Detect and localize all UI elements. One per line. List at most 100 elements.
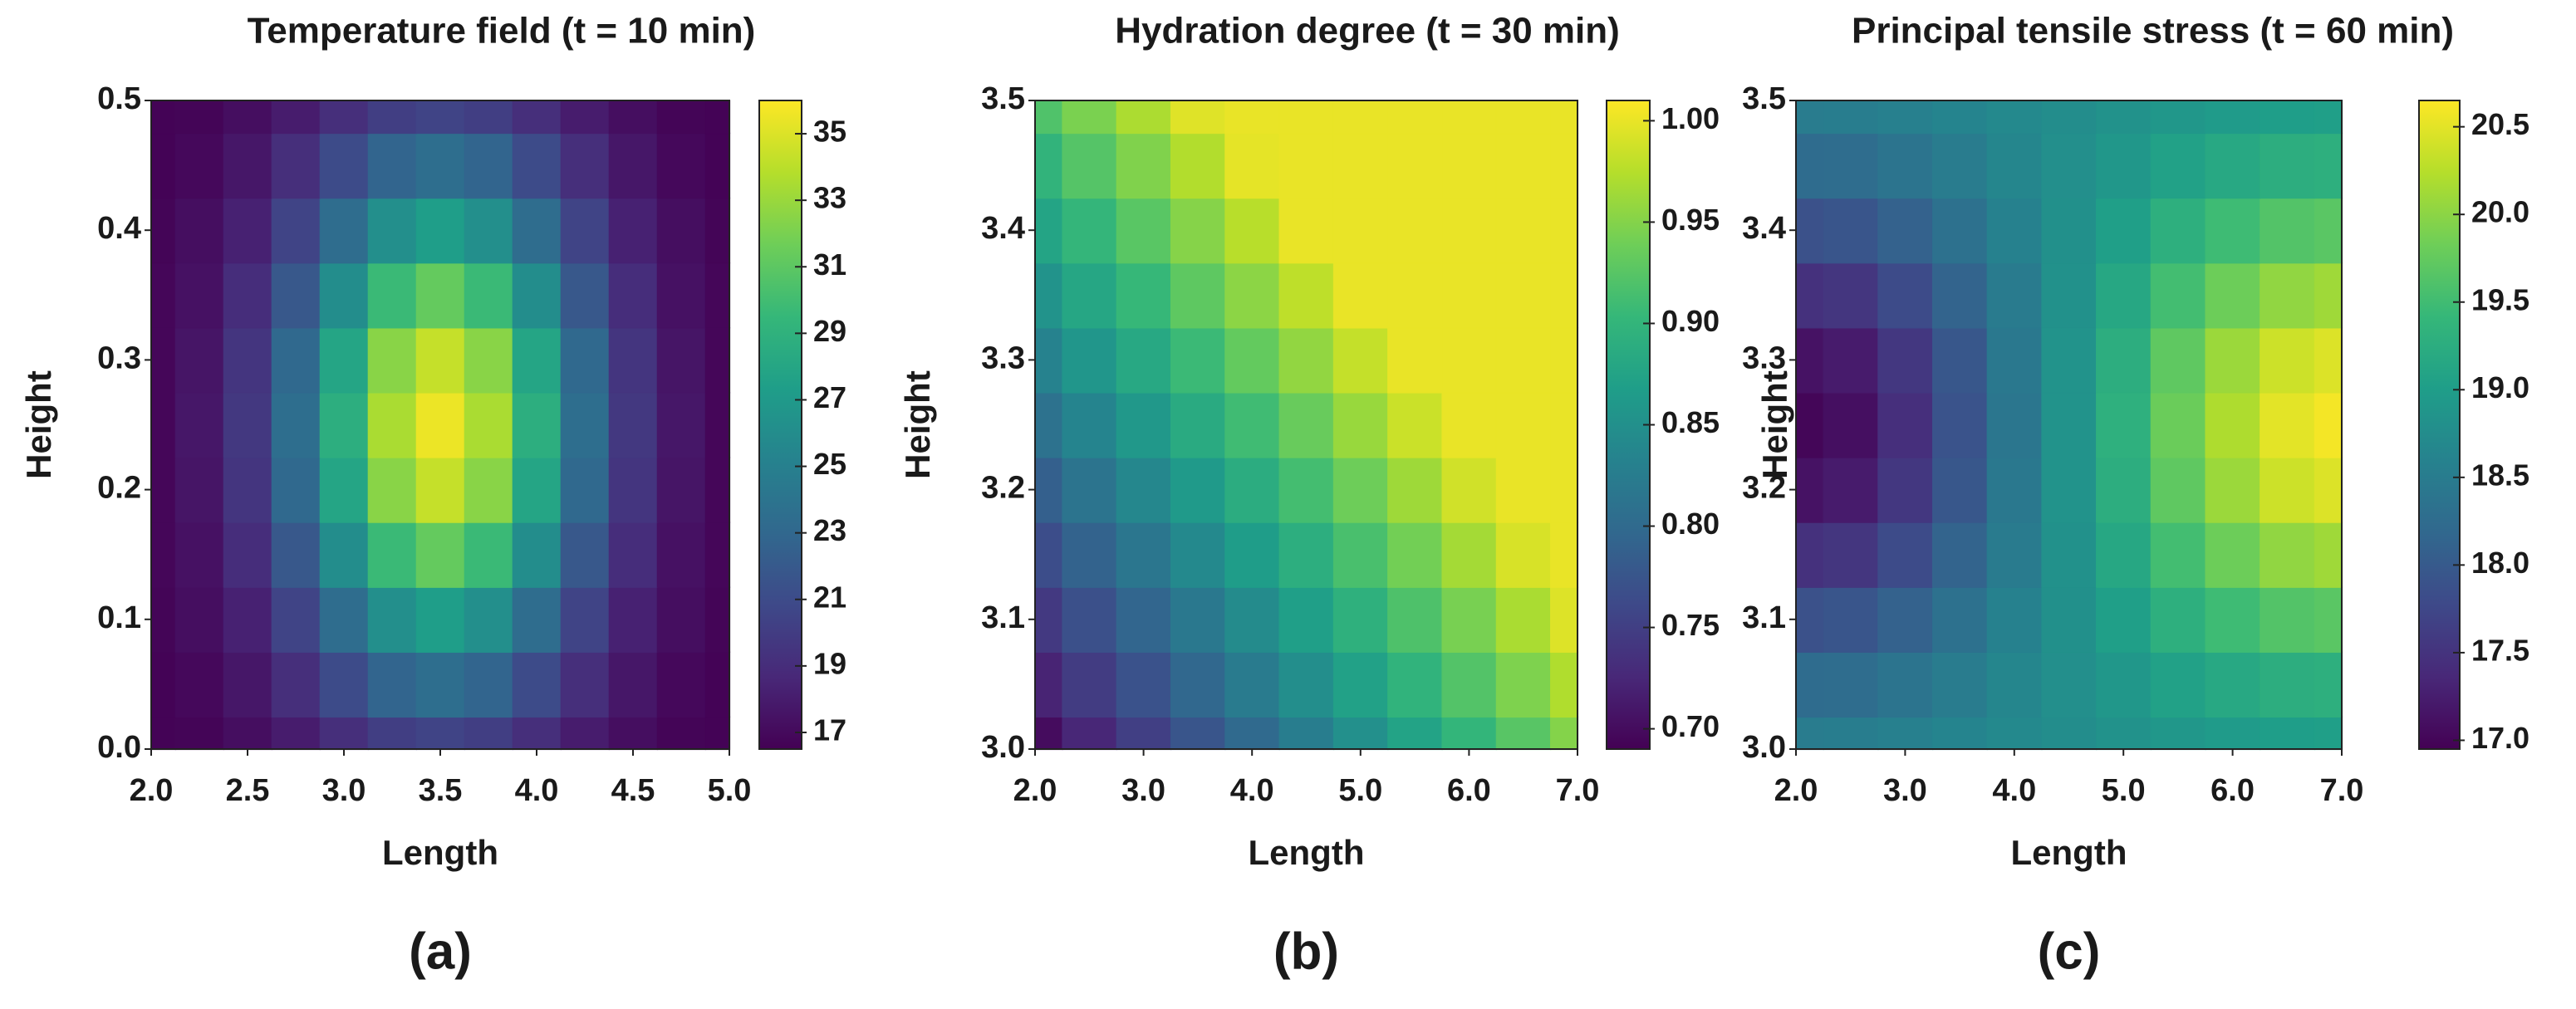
field-cell: [1387, 132, 1443, 199]
y-tick-label: 3.2: [981, 471, 1025, 506]
field-cell: [1116, 100, 1172, 135]
field-cell: [656, 716, 707, 751]
field-cell: [2096, 100, 2152, 135]
field-cell: [2150, 132, 2206, 199]
field-cell: [2041, 522, 2098, 588]
field-cell: [271, 457, 321, 523]
field-cell: [2096, 522, 2152, 588]
colorbar-tick-label: 31: [813, 247, 846, 282]
field-cell: [174, 197, 225, 264]
field-cell: [1823, 457, 1879, 523]
plot-frame: [1034, 100, 1578, 750]
field-cell: [367, 651, 418, 718]
field-cell: [1170, 522, 1226, 588]
field-cell: [1795, 716, 1824, 751]
field-cell: [1550, 651, 1579, 718]
field-cell: [1441, 392, 1498, 458]
field-cell: [1062, 716, 1118, 751]
field-cell: [512, 716, 562, 751]
field-cell: [1495, 132, 1552, 199]
field-cell: [1224, 651, 1280, 718]
field-cell: [415, 586, 466, 653]
field-cell: [1441, 132, 1498, 199]
field-cell: [2313, 262, 2343, 329]
x-axis-label: Length: [1249, 833, 1365, 872]
field-cell: [1795, 522, 1824, 588]
field-cell: [319, 132, 370, 199]
x-tick-label: 7.0: [2320, 773, 2364, 808]
field-cell: [2313, 457, 2343, 523]
field-cell: [1823, 586, 1879, 653]
field-cell: [2205, 457, 2261, 523]
field-cell: [367, 327, 418, 394]
field-cell: [271, 392, 321, 458]
field-cell: [1062, 522, 1118, 588]
field-cell: [150, 651, 177, 718]
x-tick-label: 2.0: [1774, 773, 1818, 808]
colorbar-tick-label: 19: [813, 646, 846, 680]
field-cell: [1387, 197, 1443, 264]
field-cell: [2150, 197, 2206, 264]
x-axis-label: Length: [382, 833, 498, 872]
field-cell: [1550, 100, 1579, 135]
field-cell: [1224, 262, 1280, 329]
field-cell: [2205, 392, 2261, 458]
field-cell: [367, 522, 418, 588]
y-tick-label: 3.0: [981, 730, 1025, 765]
field-cell: [1986, 327, 2043, 394]
field-cell: [1278, 457, 1335, 523]
field-cell: [1986, 262, 2043, 329]
field-cell: [1170, 586, 1226, 653]
field-cell: [608, 392, 659, 458]
field-cell: [2205, 586, 2261, 653]
field-cell: [2041, 586, 2098, 653]
x-tick-label: 2.0: [130, 773, 174, 808]
y-tick-label: 0.3: [97, 340, 141, 375]
field-cell: [271, 586, 321, 653]
field-cell: [1278, 262, 1335, 329]
field-cell: [1278, 586, 1335, 653]
field-cell: [1877, 522, 1934, 588]
field-cell: [2096, 197, 2152, 264]
field-cell: [1495, 522, 1552, 588]
field-cell: [2205, 262, 2261, 329]
field-cell: [1495, 586, 1552, 653]
field-cell: [1795, 651, 1824, 718]
field-cell: [2205, 197, 2261, 264]
field-cell: [319, 197, 370, 264]
field-cell: [2150, 327, 2206, 394]
field-cell: [656, 522, 707, 588]
field-cell: [1387, 392, 1443, 458]
field-cell: [2313, 392, 2343, 458]
field-cell: [1116, 197, 1172, 264]
x-tick-label: 7.0: [1556, 773, 1600, 808]
y-tick-label: 3.4: [981, 211, 1025, 246]
field-cell: [1332, 197, 1389, 264]
x-tick-label: 5.0: [2102, 773, 2146, 808]
field-cell: [271, 716, 321, 751]
field-cell: [223, 586, 273, 653]
field-cell: [1387, 100, 1443, 135]
field-cell: [1877, 586, 1934, 653]
y-tick-label: 0.0: [97, 730, 141, 765]
field-cell: [464, 716, 514, 751]
field-cell: [512, 586, 562, 653]
field-cell: [1224, 457, 1280, 523]
field-cell: [608, 457, 659, 523]
field-cell: [1116, 586, 1172, 653]
colorbar-tick-label: 17.0: [2471, 721, 2529, 755]
field-cell: [223, 457, 273, 523]
field-cell: [2205, 327, 2261, 394]
y-tick-label: 3.0: [1742, 730, 1786, 765]
field-cell: [2096, 716, 2152, 751]
field-cell: [512, 197, 562, 264]
field-cell: [512, 262, 562, 329]
field-cell: [560, 132, 611, 199]
field-cell: [150, 716, 177, 751]
field-cell: [1116, 522, 1172, 588]
x-tick-label: 4.0: [1992, 773, 2036, 808]
colorbar-tick-label: 19.0: [2471, 370, 2529, 404]
panel-label: (a): [409, 923, 472, 980]
field-cell: [1931, 132, 1989, 199]
field-cell: [367, 132, 418, 199]
